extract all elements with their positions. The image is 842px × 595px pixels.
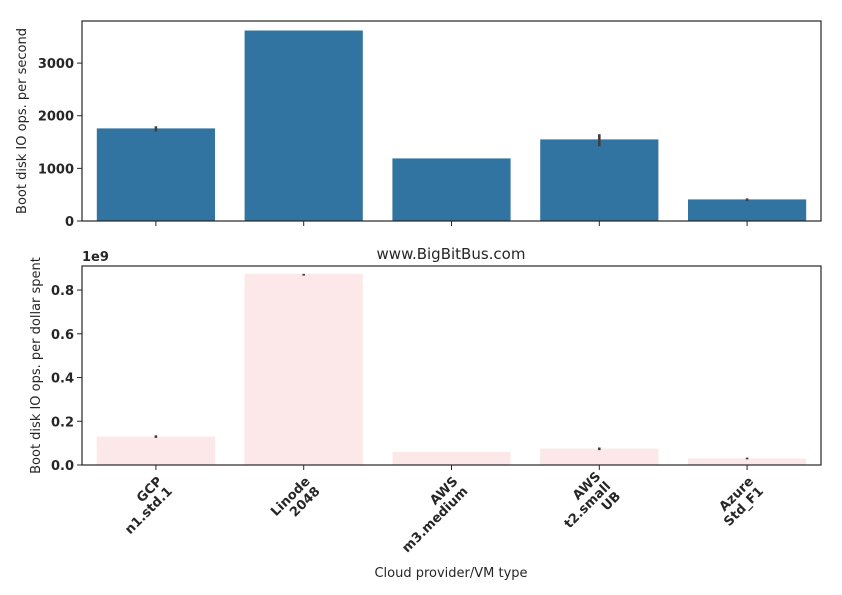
x-tick-label: AWSt2.smallUB — [552, 469, 624, 541]
bar-iops-1 — [244, 30, 363, 221]
x-tick-label: GCPn1.std.1 — [112, 474, 175, 537]
y-offset-label: 1e9 — [82, 250, 109, 265]
x-tick-label: AzureStd_F1 — [712, 474, 767, 529]
bar-iops-per-dollar-0 — [96, 436, 215, 465]
y-tick-label: 0.4 — [51, 372, 74, 387]
y-tick-label: 0 — [65, 215, 74, 230]
chart-title: www.BigBitBus.com — [377, 245, 526, 263]
bar-iops-per-dollar-1 — [244, 273, 363, 465]
bar-iops-per-dollar-3 — [540, 448, 659, 465]
y-tick-label: 1000 — [38, 162, 74, 177]
plot-frame — [81, 265, 822, 466]
bar-iops-per-dollar-2 — [392, 451, 511, 465]
bar-iops-0 — [96, 128, 215, 221]
x-axis-label: Cloud provider/VM type — [374, 566, 527, 581]
bar-iops-4 — [688, 199, 807, 221]
y-tick-label: 2000 — [38, 110, 74, 125]
y-axis-label: Boot disk IO ops. per second — [15, 28, 30, 214]
y-tick-label: 0.8 — [51, 284, 74, 299]
bar-iops-per-dollar-4 — [688, 458, 807, 465]
bar-iops-3 — [540, 139, 659, 221]
x-tick-label: AWSm3.medium — [390, 474, 472, 556]
y-tick-label: 0.6 — [51, 328, 74, 343]
y-axis-label: Boot disk IO ops. per dollar spent — [29, 257, 44, 474]
top-plot: 0 1000 2000 3000 Boot disk IO ops. per secon… — [15, 20, 822, 230]
x-tick-label: Linode2048 — [268, 474, 323, 529]
bottom-plot: 0.0 0.2 0.4 0.6 0.8 Boot disk IO ops. per dol… — [29, 250, 822, 556]
bar-iops-2 — [392, 158, 511, 221]
y-tick-label: 0.2 — [51, 415, 74, 430]
y-tick-label: 0.0 — [51, 459, 74, 474]
y-tick-label: 3000 — [38, 57, 74, 72]
